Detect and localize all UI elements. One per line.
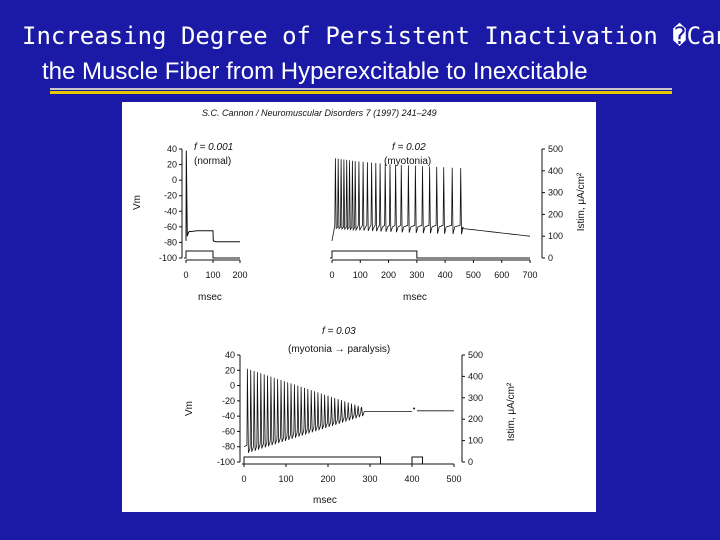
panel-a-y-tick-label: 20 bbox=[167, 160, 177, 170]
panel-c-x-tick-label: 0 bbox=[241, 474, 246, 484]
panel-c-ylabel: Vm bbox=[184, 401, 195, 416]
panel-b-right-tick-label: 200 bbox=[548, 209, 563, 219]
panel-a-y-tick-label: -20 bbox=[164, 191, 177, 201]
title-underline-yellow bbox=[50, 91, 672, 94]
panel-c-f: f = 0.03 bbox=[322, 326, 356, 337]
panel-c-trace-dot bbox=[413, 407, 416, 410]
panel-c-y-tick-label: 40 bbox=[225, 350, 235, 360]
panel-a-f: f = 0.001 bbox=[194, 142, 233, 153]
panel-c-right-ylabel: Istim, μA/cm² bbox=[506, 382, 517, 441]
panel-c-x-tick-label: 100 bbox=[278, 474, 293, 484]
panel-a-x-tick-label: 200 bbox=[232, 270, 247, 280]
panel-c-y-tick-label: 20 bbox=[225, 365, 235, 375]
panel-b-f: f = 0.02 bbox=[392, 142, 426, 153]
panel-a-xlabel: msec bbox=[198, 292, 222, 303]
panel-c-right-tick-label: 200 bbox=[468, 414, 483, 424]
panel-a-x-tick-label: 0 bbox=[183, 270, 188, 280]
panel-b-right-tick-label: 500 bbox=[548, 144, 563, 154]
panel-b-x-tick-label: 600 bbox=[494, 270, 509, 280]
title-underline-gray bbox=[50, 88, 672, 90]
panel-b-xlabel: msec bbox=[403, 292, 427, 303]
panel-a-ylabel: Vm bbox=[132, 195, 143, 210]
panel-b-x-tick-label: 100 bbox=[353, 270, 368, 280]
figure-panel: S.C. Cannon / Neuromuscular Disorders 7 … bbox=[122, 102, 596, 512]
panel-c-y-tick-label: -60 bbox=[222, 426, 235, 436]
panel-b-x-tick-label: 500 bbox=[466, 270, 481, 280]
panel-c-right-tick-label: 500 bbox=[468, 350, 483, 360]
panel-c-x-tick-label: 400 bbox=[404, 474, 419, 484]
panel-b-x-tick-label: 700 bbox=[522, 270, 537, 280]
panel-c-stimulus bbox=[242, 456, 454, 465]
panel-c-y-tick-label: -80 bbox=[222, 442, 235, 452]
panel-a-y-tick-label: 0 bbox=[172, 175, 177, 185]
panel-b-x-tick-label: 300 bbox=[409, 270, 424, 280]
figure-svg: S.C. Cannon / Neuromuscular Disorders 7 … bbox=[132, 108, 587, 506]
panel-c-right-tick-label: 100 bbox=[468, 436, 483, 446]
panel-a-trace bbox=[185, 150, 240, 243]
panel-c-right-tick-label: 400 bbox=[468, 371, 483, 381]
panel-b-right-tick-label: 300 bbox=[548, 188, 563, 198]
panel-c-y-tick-label: -40 bbox=[222, 411, 235, 421]
panel-c-xlabel: msec bbox=[313, 495, 337, 506]
panel-b-right-tick-label: 0 bbox=[548, 253, 553, 263]
panel-b-right-tick-label: 100 bbox=[548, 231, 563, 241]
panel-c-x-tick-label: 300 bbox=[362, 474, 377, 484]
panel-b-right-ylabel: Istim, μA/cm² bbox=[576, 172, 587, 231]
panel-b-state: (myotonia) bbox=[384, 156, 431, 167]
panel-c-right-tick-label: 300 bbox=[468, 393, 483, 403]
panel-a-y-tick-label: -60 bbox=[164, 222, 177, 232]
panel-b-stimulus bbox=[330, 250, 530, 259]
panel-c-y-tick-label: 0 bbox=[230, 381, 235, 391]
panel-a: f = 0.001 (normal) Vm msec 40200-20-40-6… bbox=[132, 142, 248, 303]
panel-b: f = 0.02 (myotonia) msec Istim, μA/cm² 0… bbox=[329, 142, 587, 303]
slide-title-line-1: Increasing Degree of Persistent Inactiva… bbox=[22, 22, 720, 50]
panel-c-trace bbox=[243, 368, 412, 453]
panel-b-x-tick-label: 0 bbox=[329, 270, 334, 280]
panel-c-y-tick-label: -20 bbox=[222, 396, 235, 406]
panel-a-y-tick-label: 40 bbox=[167, 144, 177, 154]
panel-c-right-tick-label: 0 bbox=[468, 457, 473, 467]
panel-b-x-tick-label: 200 bbox=[381, 270, 396, 280]
panel-a-y-tick-label: -40 bbox=[164, 206, 177, 216]
slide-title-line-2: the Muscle Fiber from Hyperexcitable to … bbox=[42, 58, 588, 85]
panel-c: f = 0.03 (myotonia → paralysis) Vm msec … bbox=[184, 326, 517, 506]
figure-citation: S.C. Cannon / Neuromuscular Disorders 7 … bbox=[202, 108, 437, 118]
panel-c-x-tick-label: 200 bbox=[320, 474, 335, 484]
panel-a-x-tick-label: 100 bbox=[205, 270, 220, 280]
panel-c-x-tick-label: 500 bbox=[446, 474, 461, 484]
panel-c-y-tick-label: -100 bbox=[217, 457, 235, 467]
panel-a-state: (normal) bbox=[194, 156, 231, 167]
panel-c-state: (myotonia → paralysis) bbox=[288, 344, 390, 355]
panel-a-y-tick-label: -100 bbox=[159, 253, 177, 263]
panel-a-y-tick-label: -80 bbox=[164, 237, 177, 247]
panel-b-x-tick-label: 400 bbox=[438, 270, 453, 280]
panel-a-stimulus bbox=[184, 250, 240, 259]
panel-b-trace bbox=[331, 158, 531, 241]
panel-b-right-tick-label: 400 bbox=[548, 166, 563, 176]
